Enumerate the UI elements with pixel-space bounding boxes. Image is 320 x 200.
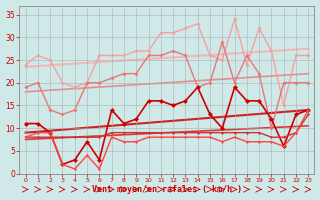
X-axis label: Vent moyen/en rafales ( km/h ): Vent moyen/en rafales ( km/h ) — [92, 185, 242, 194]
